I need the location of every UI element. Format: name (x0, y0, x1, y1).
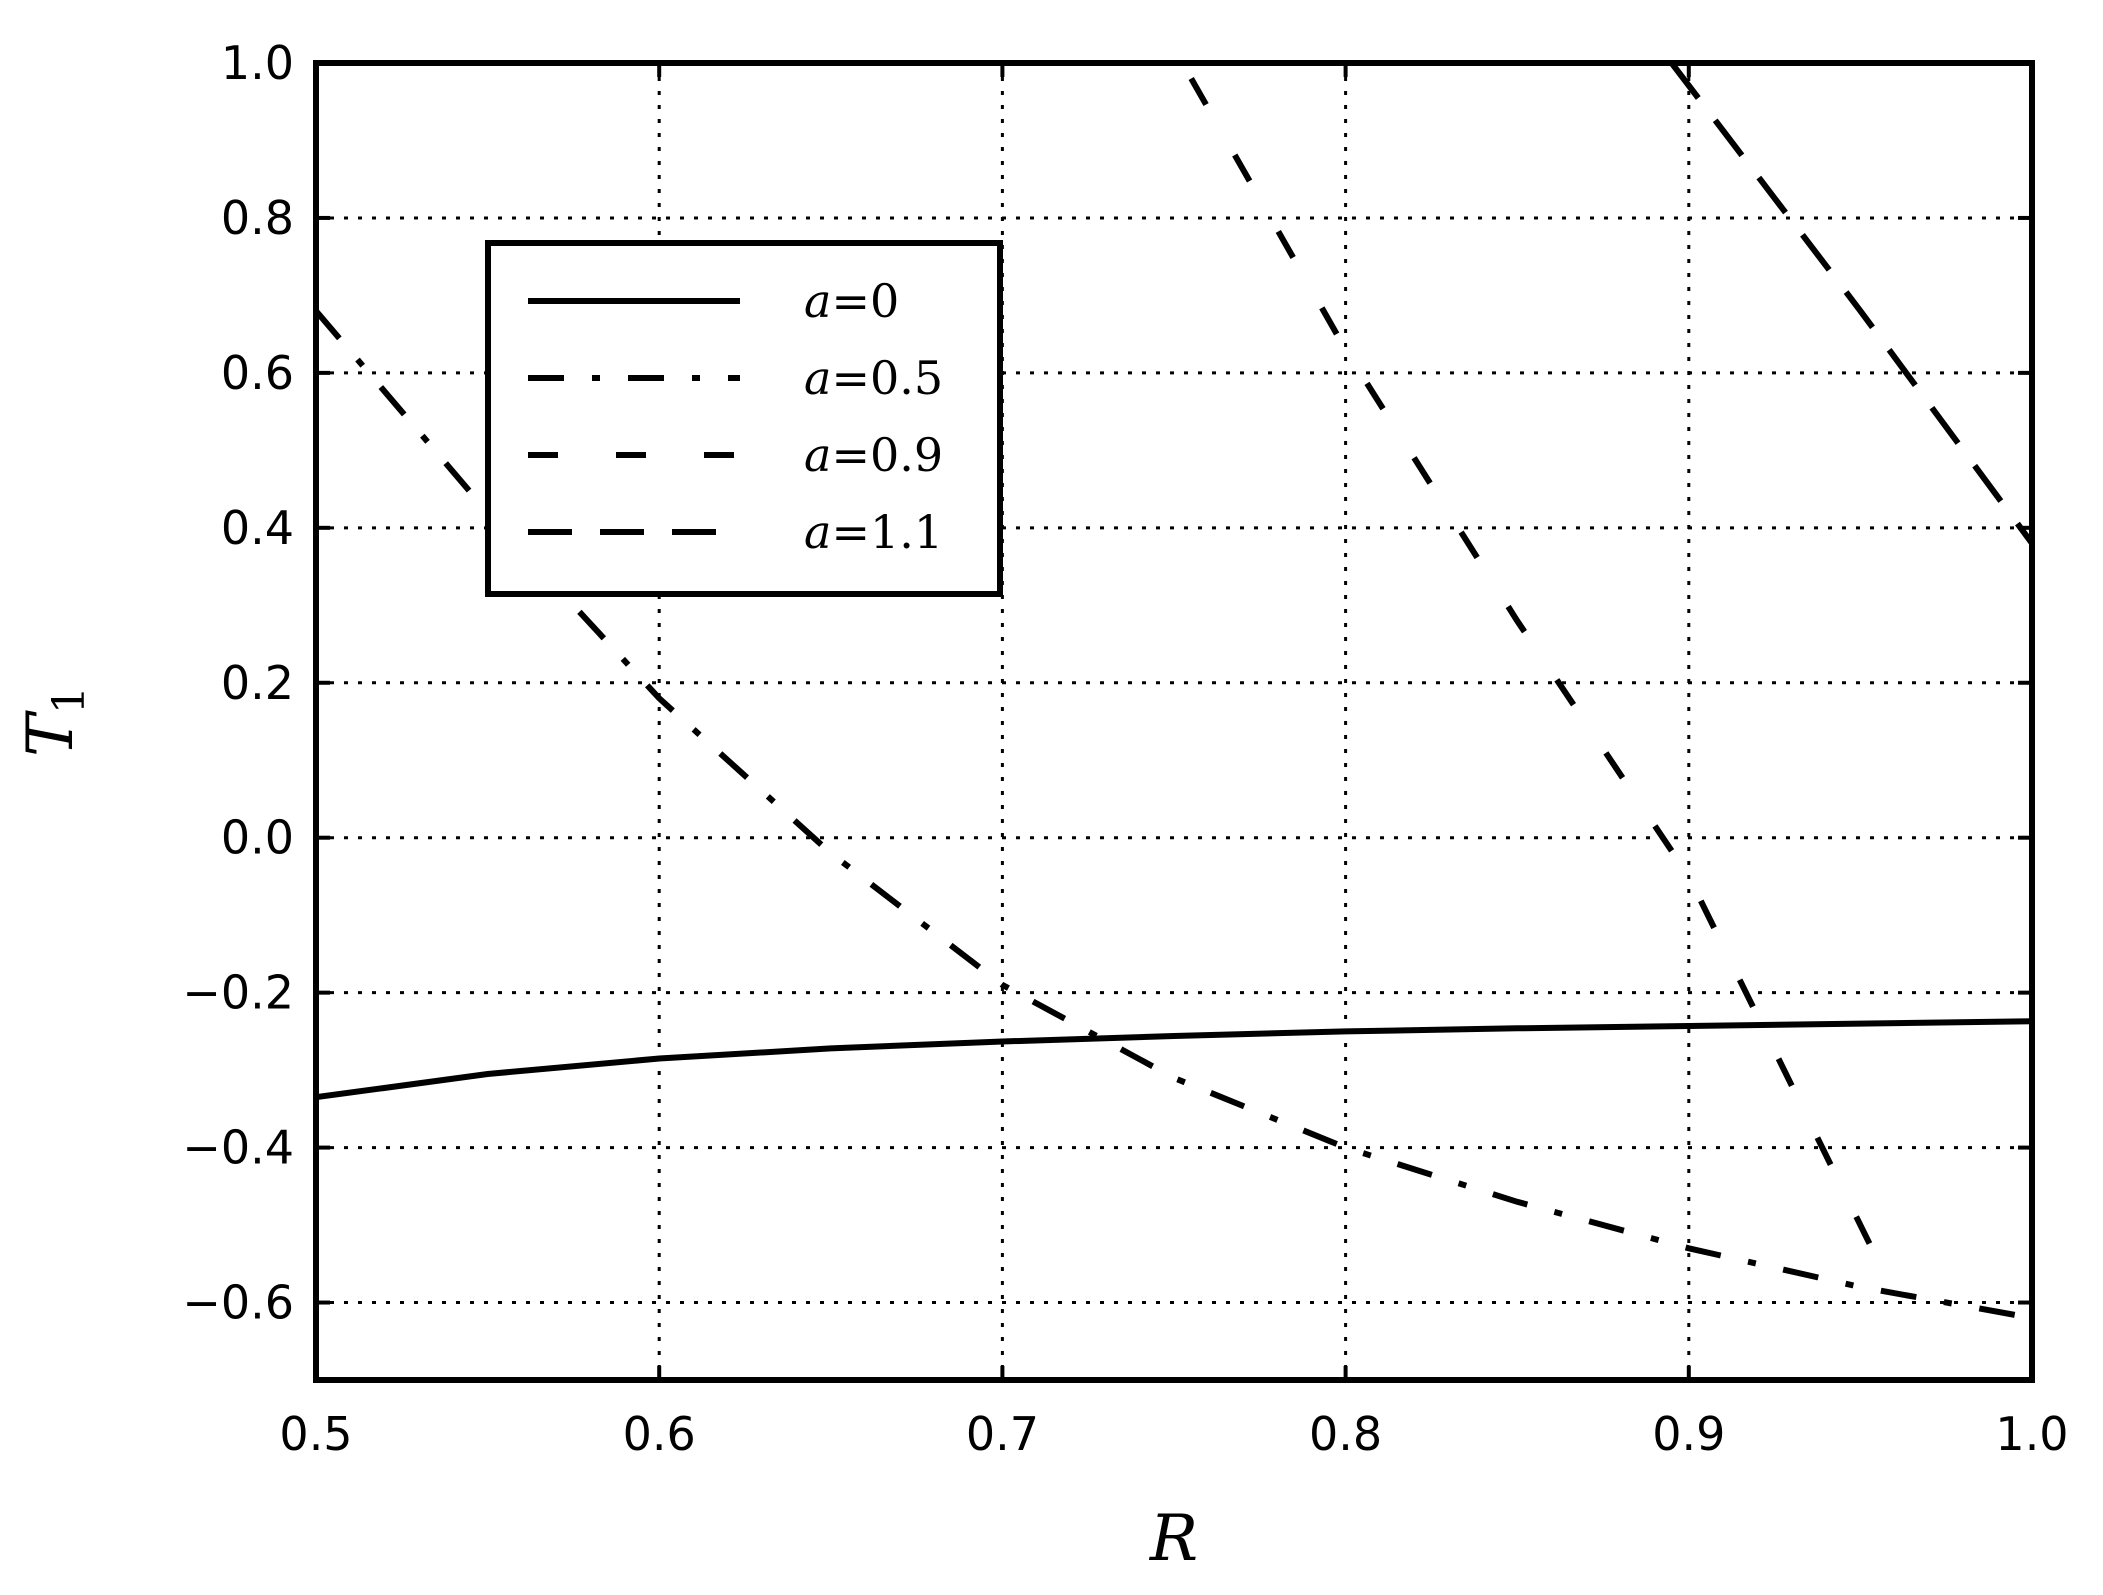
ticks: 0.5 0.6 0.7 0.8 0.9 1.0 −0.6 −0.4 −0.2 0.0 0.2 0.4 0… (182, 36, 2068, 1461)
series-line-a-0 (316, 1018, 2032, 1101)
legend-label: a=0.9 (804, 428, 943, 482)
x-tick-label: 0.9 (1652, 1407, 1725, 1461)
series-line-a-0-5 (316, 308, 2032, 1321)
legend-label: a=0 (804, 274, 899, 328)
series-group (316, 63, 2032, 1321)
x-tick-label: 0.8 (1309, 1407, 1382, 1461)
y-axis-label-main: T (14, 710, 88, 757)
plot-frame (313, 60, 2035, 1383)
x-tick-label: 1.0 (1995, 1407, 2068, 1461)
legend-label: a=0.5 (804, 351, 943, 405)
legend-label: a=1.1 (804, 505, 943, 559)
x-tick-label: 0.5 (279, 1407, 352, 1461)
y-tick-label: 0.0 (221, 811, 294, 865)
y-tick-label: −0.6 (182, 1276, 294, 1330)
y-tick-label: 0.4 (221, 501, 294, 555)
x-tick-label: 0.7 (966, 1407, 1039, 1461)
y-axis-label: T1 (14, 686, 95, 757)
y-tick-label: 0.2 (221, 656, 294, 710)
y-tick-label: 0.8 (221, 191, 294, 245)
series-line-a-1-1 (1669, 63, 2032, 546)
y-tick-label: 1.0 (221, 36, 294, 90)
series-line-a-0-9 (1188, 77, 1898, 1297)
y-tick-label: 0.6 (221, 346, 294, 400)
legend: a=0 a=0.5 a=0.9 a=1.1 (485, 240, 1003, 597)
y-tick-label: −0.2 (182, 966, 294, 1020)
x-tick-label: 0.6 (623, 1407, 696, 1461)
y-axis-label-subscript: 1 (44, 686, 95, 714)
x-axis-label: R (1149, 1502, 1198, 1576)
y-tick-label: −0.4 (182, 1121, 294, 1175)
